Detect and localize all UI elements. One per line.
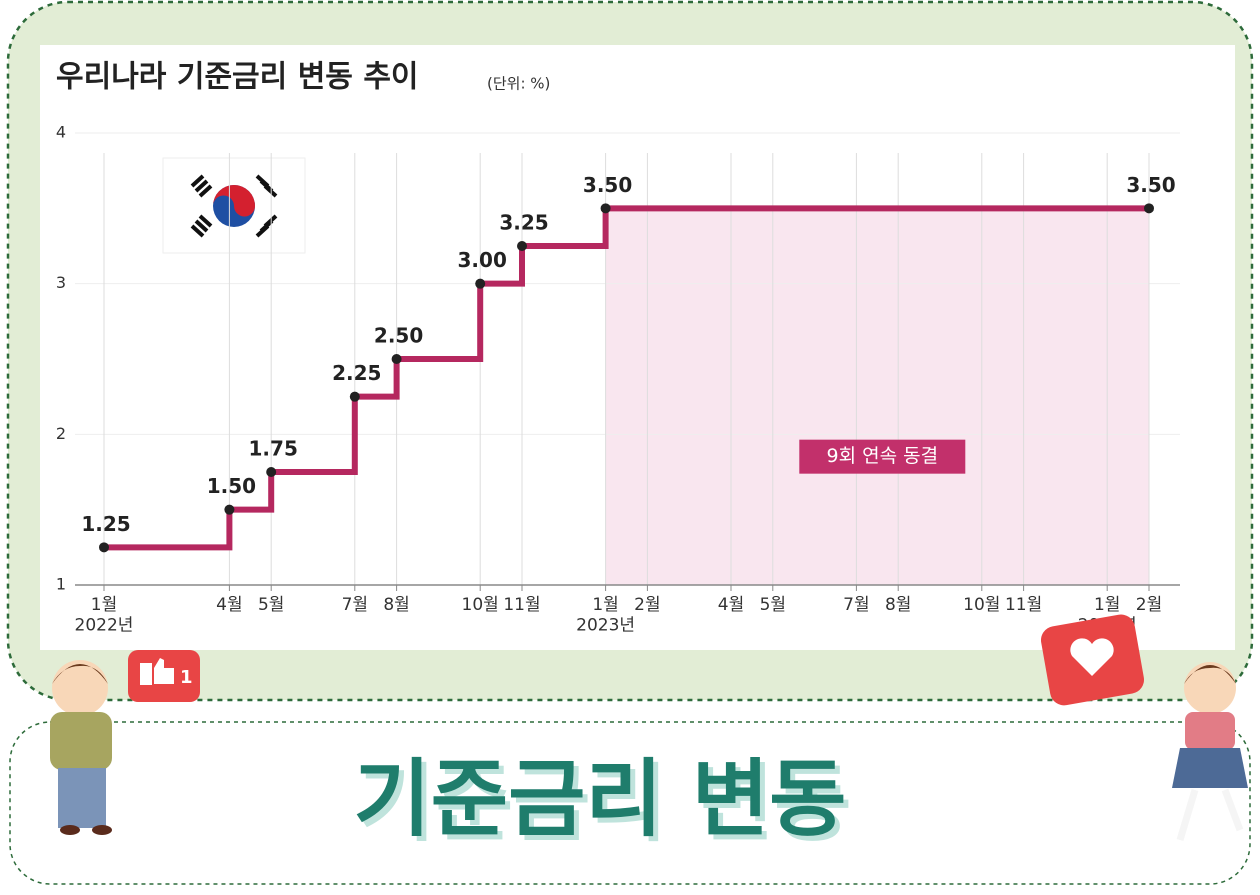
x-tick-label: 5월 bbox=[760, 595, 786, 615]
rate-point bbox=[600, 203, 611, 214]
annotation-box bbox=[799, 439, 966, 474]
value-label: 3.00 bbox=[458, 248, 507, 272]
value-label: 2.25 bbox=[332, 361, 381, 385]
annotation: 9회 연속 동결 bbox=[827, 445, 939, 467]
boy: 1 bbox=[50, 650, 200, 835]
rate-point bbox=[517, 241, 527, 251]
rate-point bbox=[266, 467, 277, 477]
rate-point bbox=[99, 542, 109, 553]
girl bbox=[1040, 614, 1248, 842]
y-tick-label: 1 bbox=[56, 575, 66, 594]
rate-point bbox=[391, 354, 402, 364]
x-tick-label: 7월 bbox=[843, 595, 869, 615]
banner-shadow: 기준금리 변동 bbox=[359, 755, 852, 853]
x-tick-label: 8월 bbox=[885, 595, 911, 615]
badge-count: 1 bbox=[180, 667, 193, 688]
banner-title: 기준금리 변동 bbox=[354, 750, 847, 848]
x-tick-label: 4월 bbox=[718, 595, 744, 615]
flag-trigrams bbox=[190, 174, 278, 238]
x-tick-label: 2월 bbox=[1136, 595, 1162, 615]
value-label: 1.25 bbox=[81, 512, 130, 536]
y-tick-label: 3 bbox=[56, 273, 66, 292]
x-tick-label: 2월 bbox=[634, 595, 660, 615]
unit-label: (단위: %) bbox=[487, 75, 550, 93]
x-tick-label: 11월 bbox=[1005, 595, 1042, 615]
y-tick-label: 2 bbox=[56, 424, 66, 443]
x-tick-label: 1월 2022년 bbox=[75, 595, 134, 635]
x-tick-label: 10월 bbox=[963, 595, 1000, 615]
value-label: 1.75 bbox=[249, 437, 298, 461]
value-label: 2.50 bbox=[374, 324, 423, 348]
rate-point bbox=[475, 278, 486, 289]
bottom-frame bbox=[9, 721, 1251, 885]
value-label: 3.50 bbox=[1126, 173, 1175, 197]
y-tick-label: 4 bbox=[56, 123, 66, 142]
x-tick-label: 4월 bbox=[216, 595, 242, 615]
rate-point bbox=[1144, 203, 1154, 214]
value-label: 3.50 bbox=[583, 173, 632, 197]
x-tick-label: 1월 2023년 bbox=[576, 595, 635, 635]
chart-title: 우리나라 기준금리 변동 추이 bbox=[56, 60, 419, 95]
value-label: 1.50 bbox=[207, 474, 256, 498]
flag-red bbox=[213, 185, 255, 217]
value-label: 3.25 bbox=[499, 211, 548, 235]
x-tick-label: 7월 bbox=[342, 595, 368, 615]
x-tick-label: 11월 bbox=[503, 595, 540, 615]
x-tick-label: 10월 bbox=[462, 595, 499, 615]
x-tick-label: 8월 bbox=[383, 595, 409, 615]
rate-point bbox=[224, 504, 235, 515]
rate-point bbox=[349, 391, 360, 402]
x-tick-label: 5월 bbox=[258, 595, 284, 615]
flag bbox=[162, 157, 306, 254]
freeze-region bbox=[605, 208, 1149, 586]
